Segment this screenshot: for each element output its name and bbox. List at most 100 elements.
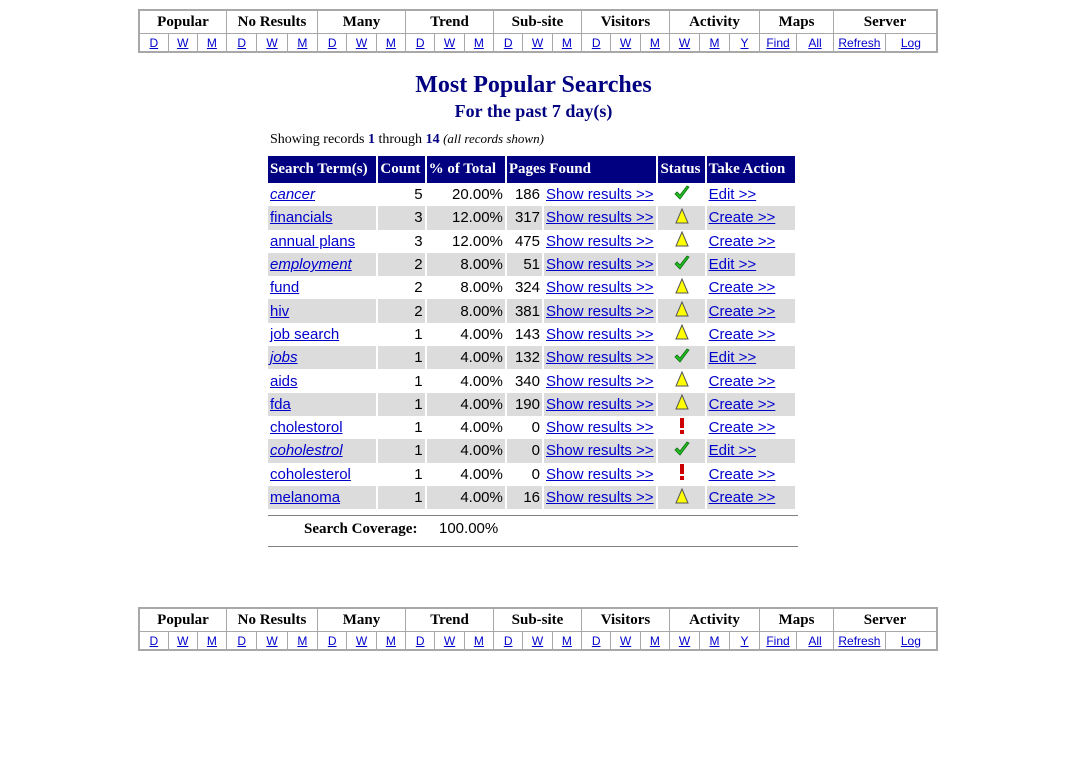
search-term-link[interactable]: cancer (270, 186, 316, 204)
create-link[interactable]: Create >> (708, 395, 776, 413)
percent-cell: 4.00% (426, 439, 505, 463)
show-results-link[interactable]: Show results >> (546, 442, 654, 460)
nav-link-activity-y[interactable]: Y (740, 35, 749, 50)
search-term-link[interactable]: cholestorol (270, 419, 343, 437)
nav-link-activity-w[interactable]: W (678, 35, 691, 50)
create-link[interactable]: Create >> (708, 279, 776, 297)
nav-link-trend-w[interactable]: W (443, 35, 456, 50)
search-term-link[interactable]: coholesterol (270, 465, 351, 483)
search-term-link[interactable]: fund (270, 279, 300, 297)
nav-link-popular-d[interactable]: D (149, 35, 159, 50)
nav-link-many-w[interactable]: W (355, 35, 368, 50)
create-link[interactable]: Create >> (708, 232, 776, 250)
nav-link-many-d[interactable]: D (327, 35, 337, 50)
nav-link-popular-w[interactable]: W (177, 35, 189, 50)
nav-link-trend-d[interactable]: D (415, 35, 425, 50)
show-results-link[interactable]: Show results >> (546, 419, 654, 437)
nav-link-visitors-m[interactable]: M (649, 633, 660, 648)
show-results-link[interactable]: Show results >> (546, 279, 654, 297)
nav-link-activity-y[interactable]: Y (740, 633, 749, 648)
nav-link-no-results-w[interactable]: W (266, 35, 278, 50)
nav-link-many-m[interactable]: M (385, 633, 396, 648)
search-term-link[interactable]: employment (270, 256, 352, 274)
nav-link-no-results-w[interactable]: W (266, 633, 278, 648)
edit-link[interactable]: Edit >> (708, 442, 757, 460)
nav-link-many-d[interactable]: D (327, 633, 337, 648)
status-cell (658, 392, 705, 416)
nav-link-popular-m[interactable]: M (206, 633, 217, 648)
nav-cell: W (434, 33, 465, 53)
create-link[interactable]: Create >> (708, 209, 776, 227)
show-results-link[interactable]: Show results >> (546, 325, 654, 343)
nav-link-server-log[interactable]: Log (900, 633, 921, 648)
show-results-link[interactable]: Show results >> (546, 256, 654, 274)
search-term-link[interactable]: melanoma (270, 489, 341, 506)
nav-link-activity-w[interactable]: W (678, 633, 691, 648)
nav-link-trend-d[interactable]: D (415, 633, 425, 648)
nav-link-no-results-d[interactable]: D (237, 633, 246, 648)
edit-link[interactable]: Edit >> (708, 186, 757, 204)
nav-link-server-refresh[interactable]: Refresh (838, 633, 881, 648)
nav-link-popular-w[interactable]: W (177, 633, 189, 648)
search-term-link[interactable]: job search (270, 325, 340, 343)
nav-link-no-results-m[interactable]: M (297, 35, 308, 50)
create-link[interactable]: Create >> (708, 489, 776, 506)
nav-link-sub-site-m[interactable]: M (561, 633, 572, 648)
nav-link-popular-d[interactable]: D (149, 633, 159, 648)
show-results-link[interactable]: Show results >> (546, 232, 654, 250)
nav-link-visitors-m[interactable]: M (649, 35, 660, 50)
nav-link-visitors-w[interactable]: W (619, 35, 632, 50)
nav-link-sub-site-w[interactable]: W (531, 35, 544, 50)
percent-cell: 8.00% (460, 279, 503, 297)
nav-link-maps-find[interactable]: Find (766, 633, 790, 648)
edit-link[interactable]: Edit >> (708, 256, 757, 274)
show-results-link[interactable]: Show results >> (546, 465, 654, 483)
create-link[interactable]: Create >> (708, 419, 776, 437)
nav-link-sub-site-w[interactable]: W (531, 633, 544, 648)
nav-group-visitors: Visitors (581, 9, 670, 34)
status-cell (658, 346, 705, 370)
nav-link-visitors-d[interactable]: D (591, 35, 601, 50)
show-results-link[interactable]: Show results >> (546, 209, 654, 227)
show-results-link[interactable]: Show results >> (546, 186, 654, 204)
nav-link-visitors-d[interactable]: D (591, 633, 601, 648)
term-cell: cancer (268, 183, 376, 206)
status-cell (658, 323, 704, 346)
create-link[interactable]: Create >> (708, 302, 776, 320)
nav-link-no-results-m[interactable]: M (297, 633, 308, 648)
nav-link-server-refresh[interactable]: Refresh (838, 35, 881, 50)
search-term-link[interactable]: fda (270, 395, 291, 413)
search-term-link[interactable]: hiv (270, 302, 290, 320)
show-results-link[interactable]: Show results >> (546, 395, 654, 413)
nav-link-sub-site-d[interactable]: D (503, 633, 513, 648)
edit-link[interactable]: Edit >> (708, 349, 757, 367)
search-term-link[interactable]: aids (270, 372, 298, 390)
nav-link-sub-site-m[interactable]: M (561, 35, 572, 50)
create-link[interactable]: Create >> (708, 465, 776, 483)
nav-link-maps-all[interactable]: All (808, 35, 822, 50)
nav-link-trend-w[interactable]: W (443, 633, 456, 648)
create-link[interactable]: Create >> (708, 325, 776, 343)
nav-link-server-log[interactable]: Log (900, 35, 921, 50)
search-term-link[interactable]: jobs (270, 349, 298, 367)
show-results-link[interactable]: Show results >> (546, 489, 654, 506)
show-results-link[interactable]: Show results >> (546, 349, 654, 367)
search-term-link[interactable]: annual plans (270, 232, 356, 250)
search-term-link[interactable]: financials (270, 209, 333, 227)
nav-link-trend-m[interactable]: M (473, 35, 484, 50)
nav-link-many-m[interactable]: M (385, 35, 396, 50)
nav-link-maps-all[interactable]: All (808, 633, 822, 648)
nav-link-activity-m[interactable]: M (709, 35, 720, 50)
nav-link-trend-m[interactable]: M (473, 633, 484, 648)
nav-link-visitors-w[interactable]: W (619, 633, 632, 648)
nav-link-maps-find[interactable]: Find (766, 35, 790, 50)
show-results-link[interactable]: Show results >> (546, 372, 654, 390)
nav-link-popular-m[interactable]: M (206, 35, 217, 50)
create-link[interactable]: Create >> (708, 372, 776, 390)
nav-link-sub-site-d[interactable]: D (503, 35, 513, 50)
nav-link-many-w[interactable]: W (355, 633, 368, 648)
search-term-link[interactable]: coholestrol (270, 442, 343, 460)
nav-link-activity-m[interactable]: M (709, 633, 720, 648)
show-results-link[interactable]: Show results >> (546, 302, 654, 320)
nav-link-no-results-d[interactable]: D (237, 35, 246, 50)
